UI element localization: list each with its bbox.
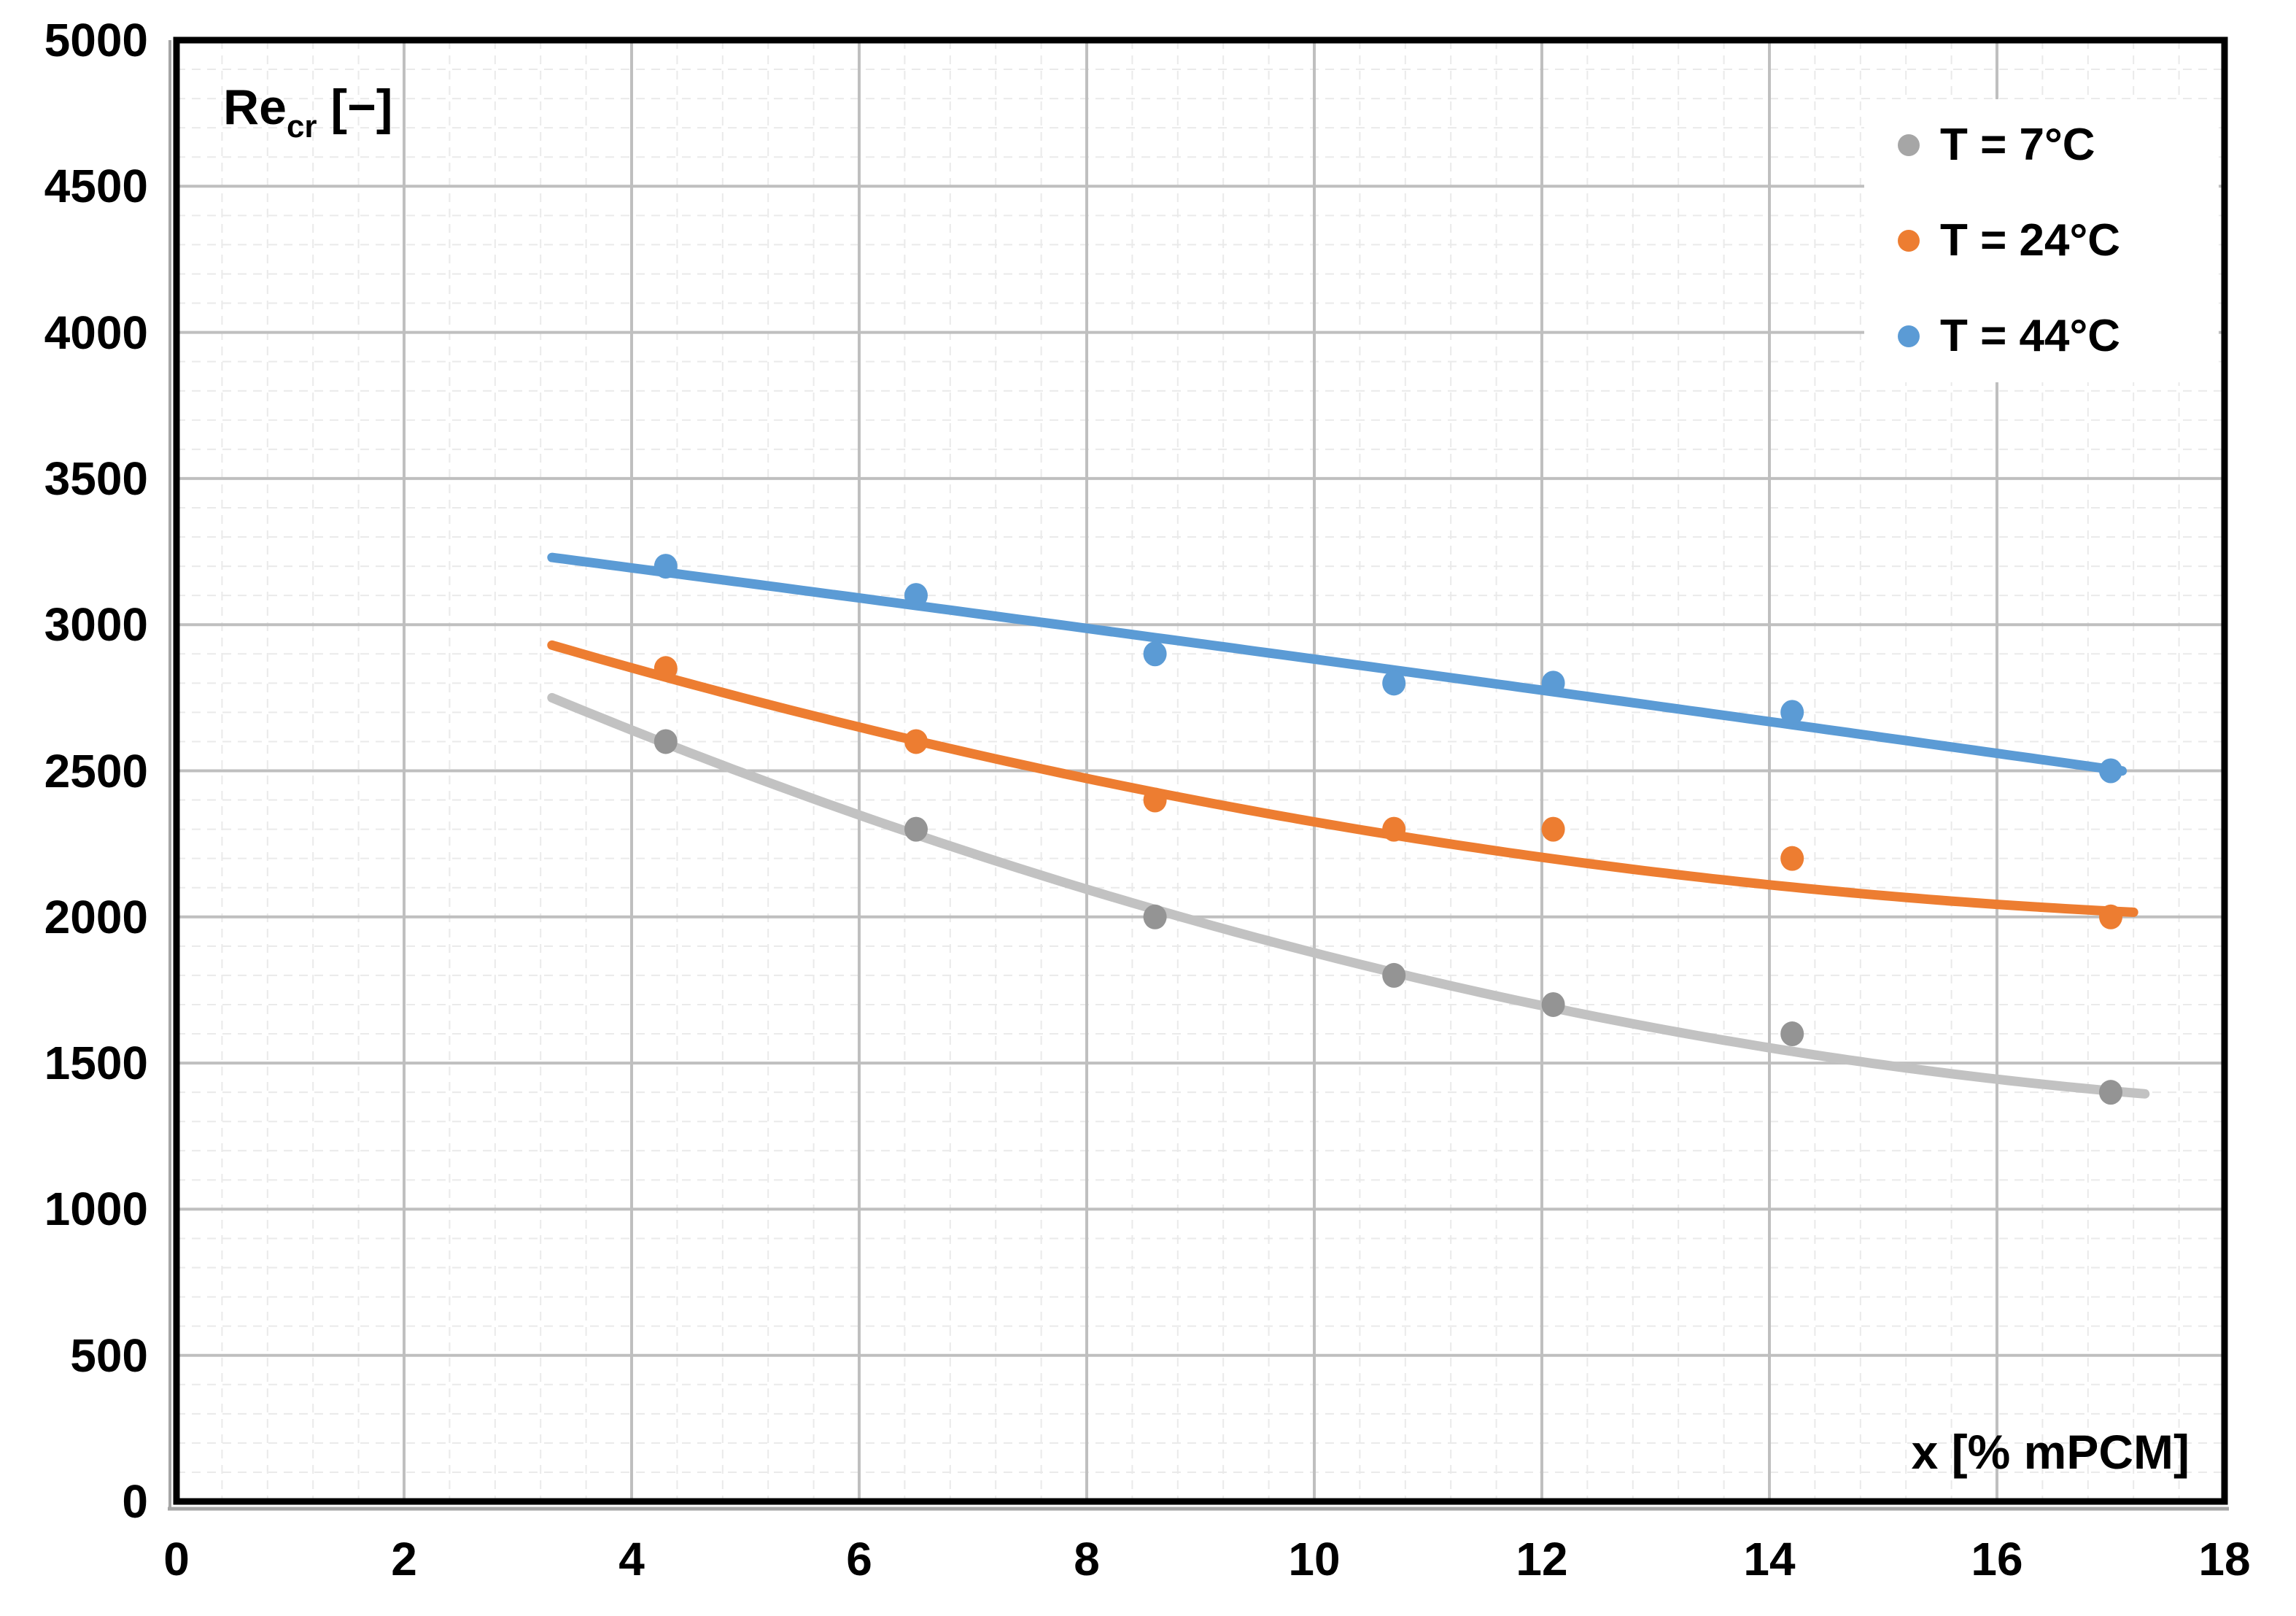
data-point-series-0	[653, 729, 678, 754]
x-tick-label-2: 2	[391, 1533, 417, 1585]
data-point-series-2	[1143, 641, 1167, 667]
data-point-series-0	[1143, 904, 1167, 929]
legend-label-t44: T = 44°C	[1940, 311, 2121, 361]
data-point-series-1	[1382, 816, 1406, 842]
trendline-series-0	[547, 692, 2150, 1099]
x-tick-label-16: 16	[1971, 1533, 2023, 1585]
x-axis-title: x [% mPCM]	[1911, 1425, 2190, 1479]
y-axis-title-unit: [−]	[317, 80, 393, 135]
legend-marker-t7-icon	[1898, 134, 1920, 156]
legend-item-t7: T = 7°C	[1864, 105, 2219, 185]
y-tick-label-5000: 5000	[44, 14, 148, 66]
data-point-series-2	[1382, 670, 1406, 696]
legend-marker-t44-icon	[1898, 325, 1920, 347]
x-tick-label-6: 6	[846, 1533, 872, 1585]
data-point-series-0	[1541, 991, 1565, 1017]
legend-item-t44: T = 44°C	[1864, 296, 2219, 376]
data-point-series-2	[2099, 758, 2122, 784]
data-point-series-1	[1143, 787, 1167, 813]
trendline-series-1	[547, 640, 2138, 917]
legend-label-t7: T = 7°C	[1940, 120, 2095, 170]
data-point-series-0	[1382, 962, 1406, 988]
x-tick-label-18: 18	[2198, 1533, 2251, 1585]
data-point-series-1	[2099, 904, 2122, 929]
y-tick-label-1500: 1500	[44, 1037, 148, 1090]
data-point-series-0	[1780, 1021, 1804, 1047]
y-tick-label-500: 500	[70, 1329, 148, 1382]
legend-label-t24: T = 24°C	[1940, 215, 2121, 266]
data-point-series-2	[1780, 700, 1804, 725]
x-tick-label-12: 12	[1516, 1533, 1568, 1585]
legend: T = 7°C T = 24°C T = 44°C	[1864, 99, 2219, 382]
y-tick-label-4500: 4500	[44, 160, 148, 213]
legend-marker-t24-icon	[1898, 230, 1920, 252]
y-tick-label-3000: 3000	[44, 598, 148, 652]
y-tick-label-2500: 2500	[44, 744, 148, 797]
data-point-series-0	[2099, 1080, 2122, 1105]
data-point-series-2	[653, 554, 678, 579]
y-axis-title: Recr [−]	[223, 79, 392, 145]
data-point-series-1	[1780, 846, 1804, 871]
legend-item-t24: T = 24°C	[1864, 201, 2219, 281]
x-tick-label-10: 10	[1288, 1533, 1341, 1585]
y-axis-title-subscript: cr	[286, 109, 317, 144]
data-point-series-1	[653, 656, 678, 681]
y-tick-label-2000: 2000	[44, 890, 148, 943]
x-tick-label-0: 0	[163, 1533, 190, 1585]
data-point-series-0	[904, 816, 928, 842]
data-point-series-2	[904, 583, 928, 608]
data-point-series-2	[1541, 670, 1565, 696]
x-tick-label-14: 14	[1743, 1533, 1796, 1585]
plot-border	[173, 36, 2228, 1505]
data-point-series-1	[1541, 816, 1565, 842]
trendline-series-2	[547, 552, 2128, 776]
y-tick-label-0: 0	[122, 1475, 148, 1528]
x-tick-label-4: 4	[618, 1533, 645, 1585]
y-tick-label-4000: 4000	[44, 306, 148, 359]
y-tick-label-3500: 3500	[44, 452, 148, 505]
x-tick-label-8: 8	[1074, 1533, 1100, 1585]
y-axis-title-base: Re	[223, 80, 287, 135]
y-tick-label-1000: 1000	[44, 1183, 148, 1236]
data-point-series-1	[904, 729, 928, 754]
